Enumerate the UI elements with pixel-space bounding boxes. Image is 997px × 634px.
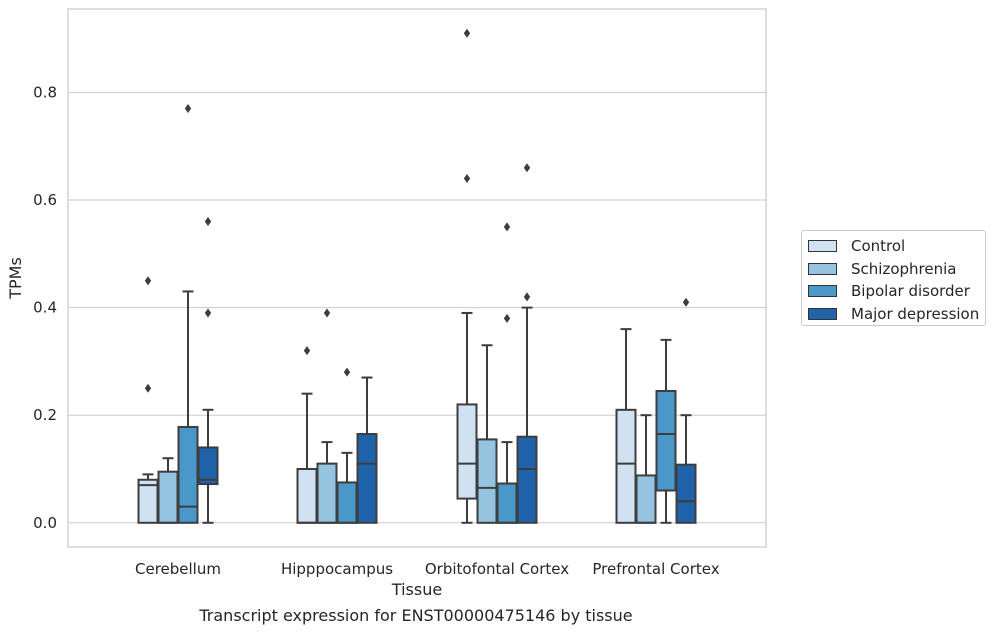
box: [496, 482, 518, 524]
legend-item-bipolar: Bipolar disorder: [808, 280, 985, 303]
legend-label-schizophrenia: Schizophrenia: [851, 259, 957, 278]
y-tick-label: 0.8: [33, 83, 57, 101]
legend-item-control: Control: [808, 235, 985, 258]
box: [456, 403, 478, 500]
outlier-point: [682, 297, 690, 307]
y-tick-label: 0.0: [33, 514, 57, 532]
outlier-point: [503, 313, 511, 323]
chart-legend: Control Schizophrenia Bipolar disorder M…: [801, 230, 986, 326]
outlier-point: [144, 383, 152, 393]
outlier-point: [323, 308, 331, 318]
y-axis-label: TPMs: [6, 257, 25, 300]
x-tick-label: Hipppocampus: [281, 560, 393, 578]
x-tick-label: Orbitofontal Cortex: [425, 560, 569, 578]
box: [197, 446, 219, 486]
y-tick-label: 0.4: [33, 299, 57, 317]
legend-swatch-schizophrenia: [808, 262, 837, 275]
outlier-point: [503, 222, 511, 232]
plot-frame: [67, 8, 767, 548]
legend-swatch-depression: [808, 307, 837, 320]
outlier-point: [523, 163, 531, 173]
x-tick-label: Prefrontal Cortex: [592, 560, 719, 578]
box: [336, 481, 358, 524]
outlier-point: [184, 104, 192, 114]
outlier-point: [144, 276, 152, 286]
box: [675, 463, 697, 524]
y-tick-label: 0.6: [33, 191, 57, 209]
box: [177, 426, 199, 524]
x-axis-label: Tissue: [391, 580, 442, 599]
chart-caption: Transcript expression for ENST0000047514…: [199, 606, 633, 625]
outlier-point: [343, 367, 351, 377]
box: [137, 478, 159, 524]
outlier-point: [523, 292, 531, 302]
outlier-point: [204, 308, 212, 318]
legend-swatch-control: [808, 240, 837, 253]
y-tick-label: 0.2: [33, 406, 57, 424]
outlier-point: [463, 173, 471, 183]
legend-item-schizophrenia: Schizophrenia: [808, 258, 985, 281]
legend-swatch-bipolar: [808, 285, 837, 298]
box: [655, 389, 677, 492]
box: [476, 438, 498, 524]
x-tick-label: Cerebellum: [135, 560, 221, 578]
box: [635, 474, 657, 524]
outlier-point: [204, 217, 212, 227]
legend-item-depression: Major depression: [808, 303, 985, 326]
box: [516, 435, 538, 524]
legend-label-bipolar: Bipolar disorder: [851, 282, 970, 301]
box: [157, 470, 179, 524]
box: [316, 462, 338, 524]
outlier-point: [463, 28, 471, 38]
legend-label-depression: Major depression: [851, 304, 980, 323]
box: [615, 408, 637, 524]
outlier-point: [303, 346, 311, 356]
box: [356, 433, 378, 524]
box: [296, 467, 318, 524]
legend-label-control: Control: [851, 237, 906, 256]
